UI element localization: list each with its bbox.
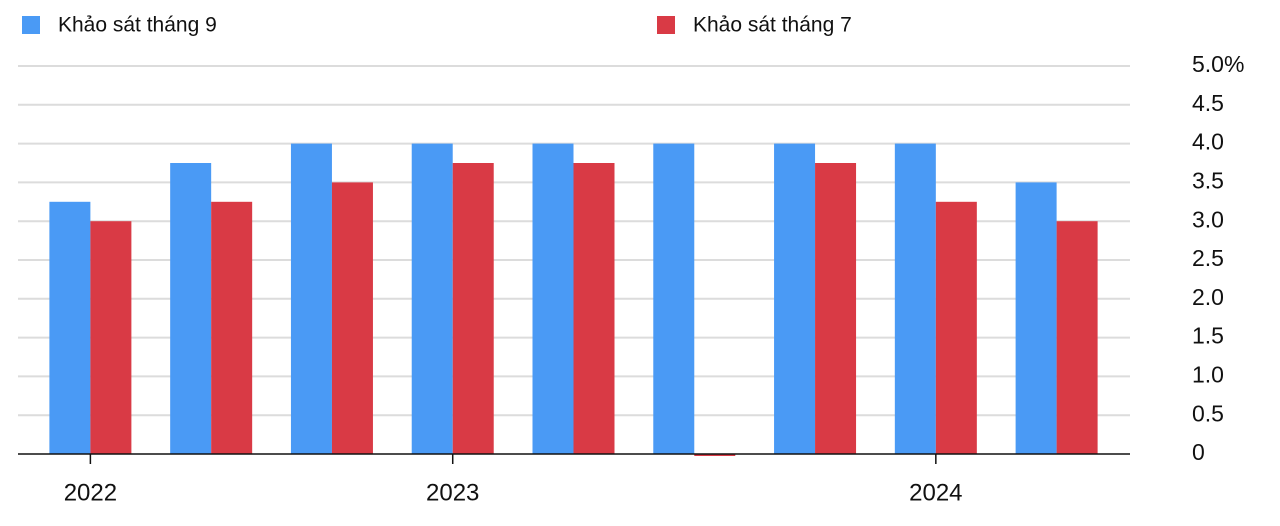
x-tick-label: 2023 xyxy=(426,479,479,506)
bar xyxy=(894,143,936,454)
y-tick-label: 1.5 xyxy=(1192,323,1224,349)
bar xyxy=(90,221,132,454)
y-tick-label: 2.0 xyxy=(1192,284,1224,310)
y-tick-label: 5.0% xyxy=(1192,51,1244,77)
x-tick-label: 2022 xyxy=(64,479,117,506)
bar xyxy=(694,454,736,456)
bar xyxy=(411,143,453,454)
bar xyxy=(211,201,253,454)
y-tick-label: 0.5 xyxy=(1192,400,1224,426)
y-tick-label: 2.5 xyxy=(1192,245,1224,271)
y-tick-label: 4.0 xyxy=(1192,129,1224,155)
bar xyxy=(573,163,615,454)
bar xyxy=(815,163,857,454)
bar xyxy=(774,143,816,454)
y-tick-label: 3.0 xyxy=(1192,206,1224,232)
bar xyxy=(935,201,977,454)
bar xyxy=(290,143,332,454)
bar xyxy=(331,182,373,454)
legend-swatch xyxy=(657,16,675,34)
x-tick-label: 2024 xyxy=(909,479,962,506)
y-tick-label: 1.0 xyxy=(1192,361,1224,387)
legend-label: Khảo sát tháng 9 xyxy=(58,14,217,37)
bar xyxy=(49,201,91,454)
bar xyxy=(1056,221,1098,454)
legend-label: Khảo sát tháng 7 xyxy=(693,14,852,37)
bar xyxy=(452,163,494,454)
bar xyxy=(532,143,574,454)
y-tick-label: 3.5 xyxy=(1192,167,1224,193)
y-tick-label: 0 xyxy=(1192,439,1205,465)
bar xyxy=(653,143,695,454)
legend-swatch xyxy=(22,16,40,34)
bar xyxy=(170,163,212,454)
y-tick-label: 4.5 xyxy=(1192,90,1224,116)
bar xyxy=(1015,182,1057,454)
